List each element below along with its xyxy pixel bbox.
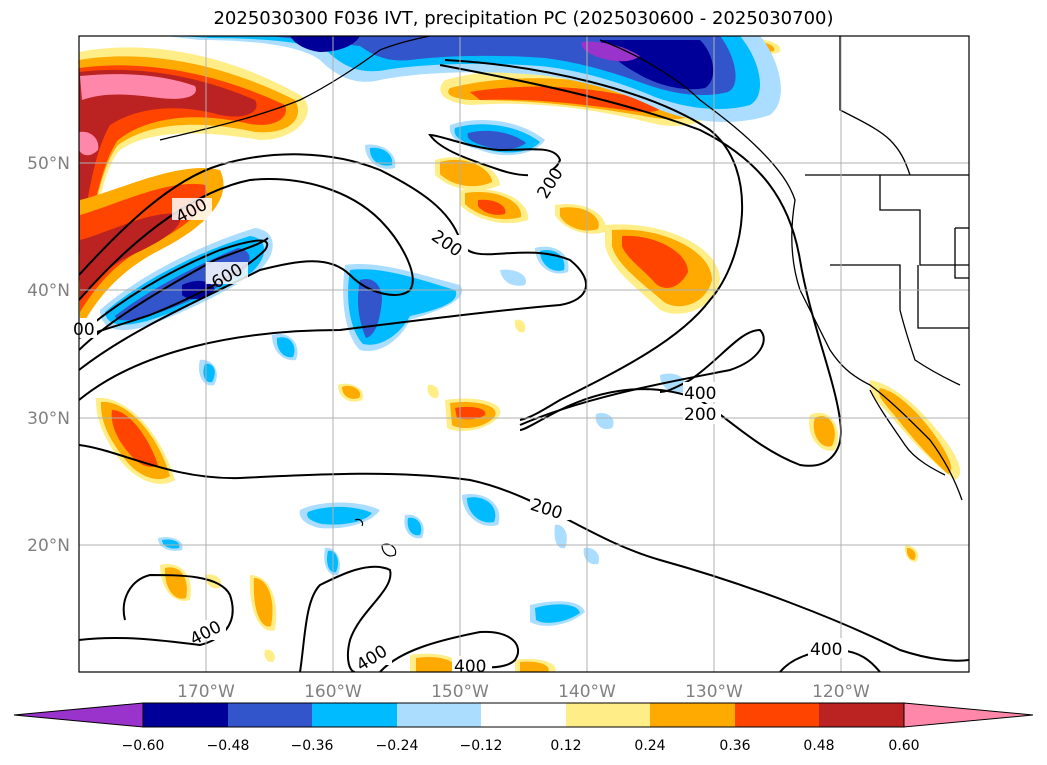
colorbar-outline [142, 702, 905, 728]
graticule [79, 36, 969, 672]
colorbar-segment [312, 703, 397, 727]
contour-label: 400 [454, 657, 486, 677]
colorbar-tick-label: −0.48 [207, 738, 250, 754]
map-title: 2025030300 F036 IVT, precipitation PC (2… [213, 8, 834, 29]
colorbar-segment [397, 703, 481, 727]
contour-label: 00 [73, 320, 95, 340]
negative-precip-shading [100, 36, 781, 626]
colorbar-tick-label: 0.60 [888, 738, 919, 754]
colorbar-tick-label: 0.12 [550, 738, 581, 754]
hawaii-islands [354, 518, 397, 557]
colorbar-tick-label: −0.36 [291, 738, 334, 754]
lon-label-130w: 130°W [685, 682, 743, 702]
lon-label-150w: 150°W [431, 682, 489, 702]
colorbar-tick-label: 0.48 [803, 738, 834, 754]
map-frame [78, 35, 970, 673]
latitude-labels: 50°N 40°N 30°N 20°N [27, 154, 70, 556]
lat-label-20n: 20°N [27, 536, 70, 556]
lat-label-30n: 30°N [27, 409, 70, 429]
longitude-labels: 170°W 160°W 150°W 140°W 130°W 120°W [177, 682, 870, 702]
colorbar-tick-label: −0.12 [460, 738, 503, 754]
lon-label-120w: 120°W [812, 682, 870, 702]
colorbar-segment [819, 703, 904, 727]
contour-label: 200 [684, 405, 716, 425]
lon-label-140w: 140°W [558, 682, 616, 702]
colorbar-segment [566, 703, 650, 727]
contour-label: 400 [684, 384, 716, 404]
lat-label-40n: 40°N [27, 281, 70, 301]
positive-precip-shading [79, 38, 961, 672]
colorbar-segment [650, 703, 735, 727]
lat-label-50n: 50°N [27, 154, 70, 174]
colorbar-tick-label: −0.24 [376, 738, 419, 754]
lon-label-160w: 160°W [304, 682, 362, 702]
colorbar-extend-high [903, 702, 1034, 728]
colorbar-tick-label: 0.24 [634, 738, 665, 754]
colorbar-segment [143, 703, 228, 727]
colorbar-tick-label: −0.60 [122, 738, 165, 754]
map-field [79, 36, 969, 672]
colorbar: −0.60 −0.48 −0.36 −0.24 −0.12 0.12 0.24 … [13, 702, 1034, 754]
colorbar-segment [481, 703, 566, 727]
colorbar-segment [735, 703, 819, 727]
colorbar-extend-low [13, 702, 144, 728]
lon-label-170w: 170°W [177, 682, 235, 702]
colorbar-segment [228, 703, 312, 727]
colorbar-tick-label: 0.36 [719, 738, 750, 754]
contour-label: 400 [810, 640, 842, 660]
